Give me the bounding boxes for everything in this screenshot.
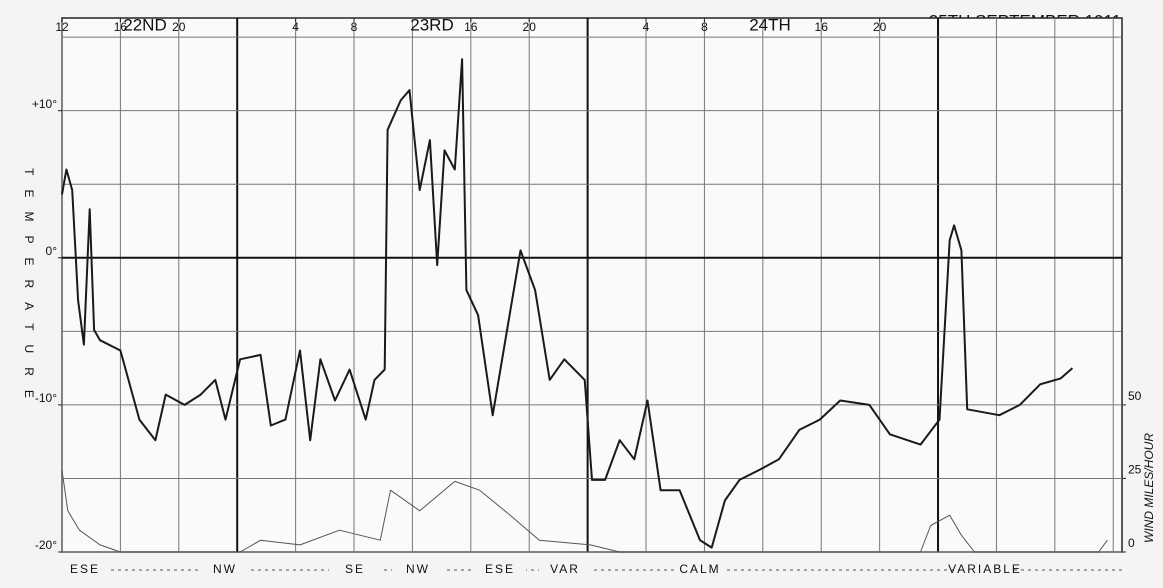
wind-direction-bg — [392, 562, 444, 578]
temperature-line — [61, 58, 1074, 549]
x-tick-label: 16 — [815, 20, 829, 34]
x-tick-label: 8 — [351, 20, 358, 34]
y-axis-label: TEMPERATURE — [22, 168, 36, 412]
day-label: 24TH — [749, 15, 791, 34]
y2-axis-label: WIND MILES/HOUR — [1142, 433, 1156, 543]
wind-direction-bg — [674, 562, 726, 578]
wind-direction: VAR — [550, 562, 580, 576]
x-tick-label: 20 — [172, 20, 186, 34]
y-tick-label: +10° — [32, 97, 57, 111]
wind-direction-bg — [329, 562, 381, 578]
y2-tick-label: 25 — [1128, 463, 1142, 477]
wind-direction-bg — [959, 562, 1011, 578]
y-tick-label: 0° — [46, 244, 58, 258]
wind-direction: ESE — [70, 562, 100, 576]
x-tick-label: 4 — [292, 20, 299, 34]
wind-direction: CALM — [679, 562, 720, 576]
wind-direction: NW — [406, 562, 430, 576]
x-tick-label: 20 — [523, 20, 537, 34]
x-tick-label: 20 — [873, 20, 887, 34]
x-tick-label: 12 — [55, 20, 69, 34]
wind-line — [61, 470, 1108, 553]
y-tick-label: -20° — [35, 538, 57, 552]
wind-direction-bg — [59, 562, 111, 578]
y-tick-label: -10° — [35, 391, 57, 405]
x-tick-label: 4 — [643, 20, 650, 34]
wind-direction: ESE — [485, 562, 515, 576]
wind-direction-bg — [474, 562, 526, 578]
wind-direction: VARIABLE — [948, 562, 1022, 576]
wind-direction-bg — [199, 562, 251, 578]
x-tick-label: 8 — [701, 20, 708, 34]
day-label: 22ND — [123, 15, 166, 34]
y2-tick-label: 50 — [1128, 389, 1142, 403]
wind-direction: NW — [213, 562, 237, 576]
day-label: 23RD — [410, 15, 453, 34]
wind-direction: SE — [345, 562, 365, 576]
wind-direction-bg — [539, 562, 591, 578]
y2-tick-label: 0 — [1128, 536, 1135, 550]
x-tick-label: 16 — [464, 20, 478, 34]
x-tick-label: 16 — [114, 20, 128, 34]
plot-frame — [61, 17, 1123, 553]
